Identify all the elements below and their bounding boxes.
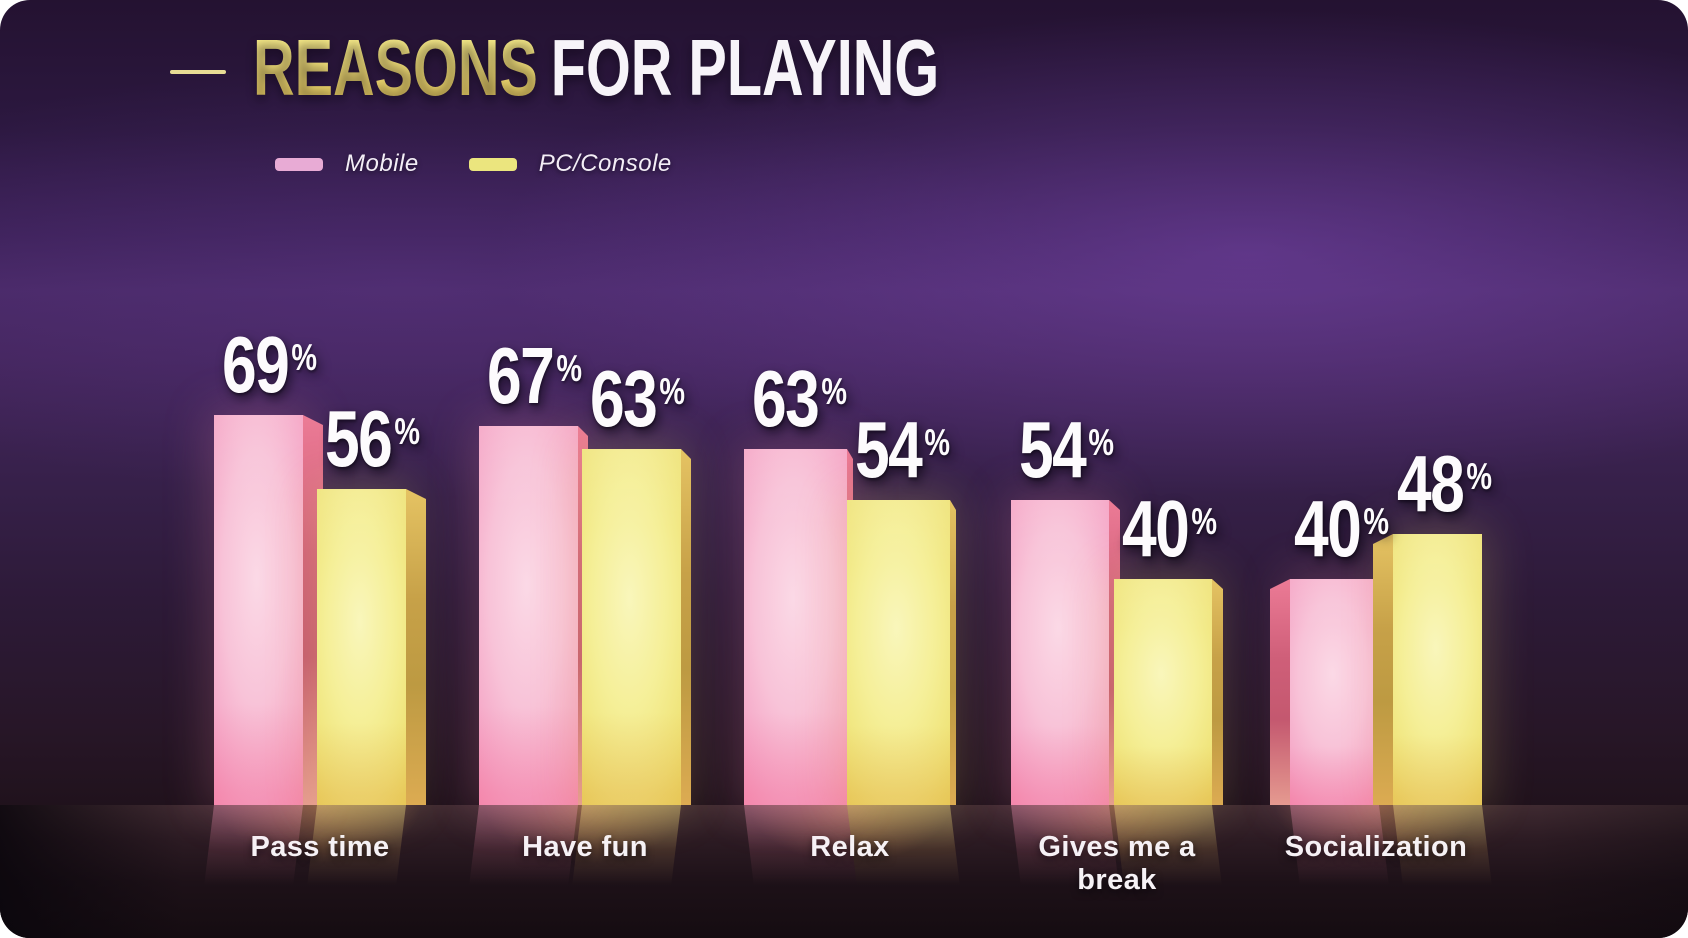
value-number: 54 <box>1019 405 1087 494</box>
floor-glow <box>180 805 460 938</box>
category-label-relax: Relax <box>810 831 890 863</box>
value-number: 40 <box>1122 484 1190 573</box>
bar-side-face <box>950 500 956 805</box>
value-label-pc-console-pass-time: 56% <box>325 399 420 479</box>
legend-item-pc-console: PC/Console <box>468 150 672 178</box>
value-unit: % <box>1191 501 1218 542</box>
value-label-pc-console-have-fun: 63% <box>590 359 685 439</box>
value-label-mobile-socialization: 40% <box>1294 489 1389 569</box>
value-unit: % <box>291 337 318 378</box>
category-label-socialization: Socialization <box>1284 831 1468 863</box>
bar-face <box>582 449 681 805</box>
legend-item-mobile: Mobile <box>275 150 419 178</box>
value-label-mobile-relax: 63% <box>752 359 847 439</box>
value-label-mobile-gives-me-a-break: 54% <box>1019 410 1114 490</box>
bar-face <box>1114 579 1212 805</box>
value-unit: % <box>924 422 951 463</box>
bar-side-face <box>1270 579 1290 805</box>
bar-mobile-have-fun <box>479 426 588 805</box>
legend-swatch-pc-console <box>468 157 517 171</box>
bar-face <box>1290 579 1379 805</box>
floor-glow <box>1236 805 1516 938</box>
legend-swatch-mobile <box>275 157 323 171</box>
value-label-pc-console-relax: 54% <box>855 410 950 490</box>
value-label-mobile-pass-time: 69% <box>222 325 317 405</box>
bar-pc-console-have-fun <box>582 449 691 805</box>
bar-pc-console-socialization <box>1373 534 1482 805</box>
bar-side-face <box>406 489 426 805</box>
value-unit: % <box>394 411 421 452</box>
bar-face <box>1393 534 1482 805</box>
bar-face <box>317 489 406 805</box>
bar-face <box>847 500 950 805</box>
value-unit: % <box>1088 422 1115 463</box>
value-label-pc-console-socialization: 48% <box>1397 444 1492 524</box>
value-number: 56 <box>325 394 393 483</box>
legend: Mobile PC/Console <box>275 150 672 178</box>
value-label-pc-console-gives-me-a-break: 40% <box>1122 489 1217 569</box>
value-number: 63 <box>752 354 820 443</box>
bar-pc-console-gives-me-a-break <box>1114 579 1223 805</box>
bar-mobile-gives-me-a-break <box>1011 500 1120 805</box>
value-number: 67 <box>487 331 555 420</box>
bar-pc-console-relax <box>847 500 956 805</box>
value-unit: % <box>821 371 848 412</box>
bar-mobile-socialization <box>1270 579 1379 805</box>
value-number: 40 <box>1294 484 1362 573</box>
page-title-accent: REASONS <box>253 23 538 112</box>
bar-side-face <box>681 449 691 805</box>
value-label-mobile-have-fun: 67% <box>487 336 582 416</box>
bar-side-face <box>1212 579 1223 805</box>
value-number: 48 <box>1397 439 1465 528</box>
floor-glow <box>710 805 990 938</box>
category-label-gives-me-a-break: Gives me a break <box>1038 831 1196 897</box>
value-number: 54 <box>855 405 923 494</box>
legend-label-pc-console: PC/Console <box>538 150 672 177</box>
bar-mobile-relax <box>744 449 853 805</box>
bar-side-face <box>1373 534 1393 805</box>
bar-face <box>1011 500 1109 805</box>
category-label-pass-time: Pass time <box>250 831 390 863</box>
floor-glow <box>445 805 725 938</box>
floor: Pass time Have fun Relax Gives me a break So… <box>0 805 1688 938</box>
legend-label-mobile: Mobile <box>345 150 419 177</box>
bar-pc-console-pass-time <box>317 489 426 805</box>
page-title: REASONS FOR PLAYING <box>253 28 1206 108</box>
value-number: 63 <box>590 354 658 443</box>
value-unit: % <box>659 371 686 412</box>
bar-face <box>479 426 578 805</box>
title-accent-dash <box>170 70 226 74</box>
bar-face <box>744 449 847 805</box>
value-unit: % <box>1363 501 1390 542</box>
value-number: 69 <box>222 320 290 409</box>
value-unit: % <box>556 348 583 389</box>
category-label-have-fun: Have fun <box>522 831 648 863</box>
bar-mobile-pass-time <box>214 415 323 805</box>
bar-face <box>214 415 303 805</box>
page-title-rest: FOR PLAYING <box>550 23 940 112</box>
value-unit: % <box>1466 456 1493 497</box>
